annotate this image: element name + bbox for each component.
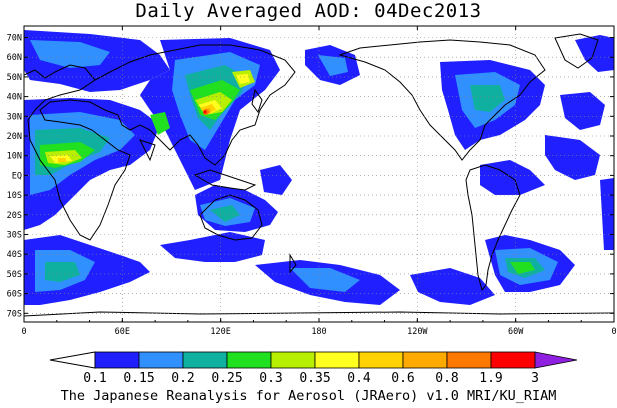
x-tick-label: 60W xyxy=(508,327,524,337)
x-axis: 0 60E 120E 180 120W 60W 0 xyxy=(21,26,617,337)
colorbar-swatch xyxy=(94,351,140,369)
x-tick-label: 120W xyxy=(407,327,428,337)
x-tick-label: 60E xyxy=(115,327,130,337)
colorbar-swatch xyxy=(446,351,492,369)
colorbar-label: 0.1 xyxy=(83,371,106,386)
y-tick-label: 10S xyxy=(7,191,22,201)
colorbar-label: 0.35 xyxy=(299,371,330,386)
colorbar-swatch xyxy=(182,351,228,369)
y-tick-label: 30N xyxy=(7,112,22,122)
y-tick-label: 10N xyxy=(7,152,22,162)
graticule xyxy=(24,26,614,322)
colorbar-label: 0.6 xyxy=(391,371,414,386)
y-axis: 70N 60N 50N 40N 30N 20N 10N EQ 10S 20S 30S 40S 50S 60… xyxy=(7,34,614,319)
colorbar-label: 0.8 xyxy=(435,371,458,386)
y-tick-label: 40N xyxy=(7,93,22,103)
colorbar-label: 0.3 xyxy=(259,371,282,386)
colorbar-swatch xyxy=(138,351,184,369)
colorbar-swatch xyxy=(402,351,448,369)
colorbar-label: 3 xyxy=(531,371,539,386)
y-tick-label: 70N xyxy=(7,34,22,44)
aod-colorbar: 0.1 0.15 0.2 0.25 0.3 0.35 0.4 0.6 0.8 1.9 3 xyxy=(49,351,578,386)
y-tick-label: 20S xyxy=(7,211,22,221)
colorbar-label: 0.4 xyxy=(347,371,371,386)
y-tick-label: 70S xyxy=(7,309,22,319)
colorbar-over-triangle xyxy=(534,351,578,369)
colorbar-label: 0.25 xyxy=(211,371,242,386)
colorbar-swatch xyxy=(270,351,316,369)
colorbar-label: 0.15 xyxy=(123,371,154,386)
colorbar-swatch xyxy=(358,351,404,369)
colorbar-swatch xyxy=(314,351,360,369)
aod-field xyxy=(24,30,614,305)
y-tick-label: 50N xyxy=(7,73,22,83)
y-tick-label: 50S xyxy=(7,270,22,280)
colorbar-label: 0.2 xyxy=(171,371,194,386)
x-tick-label: 180 xyxy=(311,327,326,337)
y-tick-label: 20N xyxy=(7,132,22,142)
x-tick-label: 0 xyxy=(611,327,616,337)
colorbar-under-triangle xyxy=(49,351,96,369)
y-tick-label: EQ xyxy=(12,171,22,181)
y-tick-label: 60N xyxy=(7,53,22,63)
x-tick-label: 120E xyxy=(210,327,230,337)
y-tick-label: 40S xyxy=(7,250,22,260)
colorbar-swatch xyxy=(226,351,272,369)
x-tick-label: 0 xyxy=(21,327,26,337)
y-tick-label: 30S xyxy=(7,231,22,241)
colorbar-label: 1.9 xyxy=(479,371,502,386)
footer-credit: The Japanese Reanalysis for Aerosol (JRA… xyxy=(60,388,557,404)
colorbar-swatch xyxy=(490,351,536,369)
map-title: Daily Averaged AOD: 04Dec2013 xyxy=(135,0,482,22)
y-tick-label: 60S xyxy=(7,290,22,300)
